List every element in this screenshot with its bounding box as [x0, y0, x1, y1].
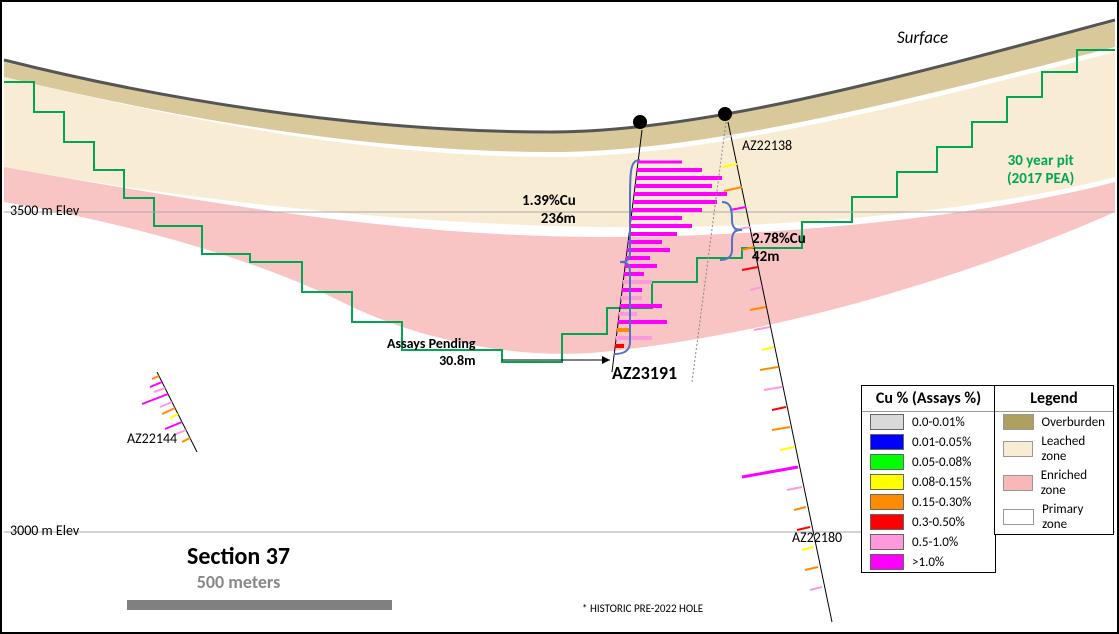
assay-swatch	[870, 494, 904, 510]
assay-swatch	[870, 434, 904, 450]
geo-legend-row: Enriched zone	[995, 466, 1113, 500]
geology-legend: Legend Overburden Leached zone Enriched zo…	[994, 385, 1114, 535]
assay-swatch-label: 0.0-0.01%	[912, 415, 965, 430]
pending-length: 30.8m	[439, 352, 475, 369]
assay-swatch-label: 0.15-0.30%	[912, 495, 971, 510]
surface-label: Surface	[897, 27, 948, 48]
sub-interval-length: 42m	[752, 248, 779, 266]
geo-swatch	[1003, 509, 1034, 525]
hole-az22144-label: AZ22144	[127, 430, 177, 447]
cross-section-frame: 3500 m Elev 3000 m Elev Surface 30 year …	[0, 0, 1119, 634]
geo-swatch-label: Leached zone	[1041, 434, 1105, 464]
section-title-block: Section 37 500 meters	[187, 542, 290, 593]
pending-callout: Assays Pending 30.8m	[387, 335, 476, 369]
assay-legend-row: 0.3-0.50%	[862, 512, 995, 532]
assay-legend-row: 0.05-0.08%	[862, 452, 995, 472]
geo-swatch-label: Primary zone	[1042, 502, 1105, 532]
geo-swatch-label: Overburden	[1042, 415, 1106, 430]
assay-swatch	[870, 454, 904, 470]
assay-legend-row: >1.0%	[862, 552, 995, 572]
geology-legend-title: Legend	[995, 386, 1113, 412]
main-interval-grade: 1.39%Cu	[522, 192, 576, 210]
pending-text: Assays Pending	[387, 335, 476, 352]
assay-swatch	[870, 554, 904, 570]
geo-legend-row: Overburden	[995, 412, 1113, 432]
elev-3500-label: 3500 m Elev	[10, 202, 79, 219]
assay-legend-row: 0.15-0.30%	[862, 492, 995, 512]
assay-legend-row: 0.01-0.05%	[862, 432, 995, 452]
historic-footnote: * HISTORIC PRE-2022 HOLE	[582, 602, 703, 615]
pit-label-line2: (2017 PEA)	[1007, 170, 1074, 188]
geo-swatch	[1003, 441, 1033, 457]
assay-swatch	[870, 534, 904, 550]
assay-swatch	[870, 514, 904, 530]
collar-az22138	[718, 107, 732, 121]
pit-label: 30 year pit (2017 PEA)	[1007, 152, 1074, 188]
assay-swatch-label: 0.5-1.0%	[912, 535, 958, 550]
assay-legend-row: 0.0-0.01%	[862, 412, 995, 432]
assays-legend: Cu % (Assays %) 0.0-0.01% 0.01-0.05% 0.05-…	[861, 385, 996, 573]
sub-interval-callout: 2.78%Cu 42m	[752, 230, 806, 266]
assay-swatch-label: 0.08-0.15%	[912, 475, 971, 490]
assay-swatch-label: 0.01-0.05%	[912, 435, 971, 450]
elev-3000-label: 3000 m Elev	[10, 522, 79, 539]
assay-swatch-label: 0.05-0.08%	[912, 455, 971, 470]
geo-legend-row: Primary zone	[995, 500, 1113, 534]
geo-swatch	[1003, 475, 1033, 491]
section-title: Section 37	[187, 542, 290, 571]
section-scale-label: 500 meters	[187, 571, 290, 593]
assay-swatch	[870, 474, 904, 490]
scale-bar	[127, 600, 392, 610]
assay-swatch-label: >1.0%	[912, 555, 944, 570]
sub-interval-grade: 2.78%Cu	[752, 230, 806, 248]
main-interval-callout: 1.39%Cu 236m	[522, 192, 576, 228]
hole-az22180-label: AZ22180	[792, 529, 842, 546]
geo-legend-row: Leached zone	[995, 432, 1113, 466]
assays-legend-title: Cu % (Assays %)	[862, 386, 995, 412]
pit-label-line1: 30 year pit	[1008, 152, 1074, 170]
collar-az23191	[633, 115, 647, 129]
geo-swatch-label: Enriched zone	[1041, 468, 1105, 498]
geo-swatch	[1003, 414, 1034, 430]
assay-swatch	[870, 414, 904, 430]
hole-az22138-label: AZ22138	[742, 137, 792, 154]
main-interval-length: 236m	[541, 210, 576, 228]
hole-az23191-label: AZ23191	[612, 362, 677, 384]
assay-legend-row: 0.08-0.15%	[862, 472, 995, 492]
assay-legend-row: 0.5-1.0%	[862, 532, 995, 552]
assay-swatch-label: 0.3-0.50%	[912, 515, 965, 530]
